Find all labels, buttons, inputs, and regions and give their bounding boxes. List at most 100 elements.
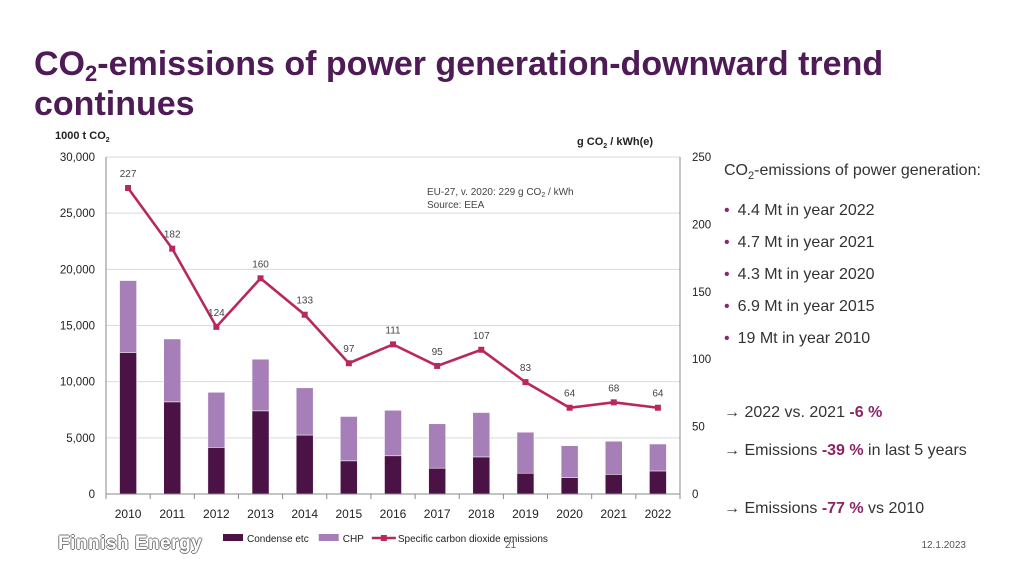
right-tick-label: 100 [692, 354, 711, 366]
right-tick-label: 0 [692, 489, 698, 501]
x-tick-label: 2014 [291, 507, 318, 521]
x-tick-label: 2019 [512, 507, 539, 521]
change-note: → 2022 vs. 2021 -6 % [724, 404, 883, 421]
line-data-label: 160 [252, 259, 269, 270]
bar-chp [472, 412, 491, 458]
legend-marker [380, 535, 387, 541]
line-data-label: 124 [208, 308, 225, 319]
line-marker [610, 399, 617, 406]
right-tick-label: 50 [692, 422, 705, 434]
chart-legend: Condense etc CHP Specific carbon dioxide e… [223, 534, 548, 545]
line-marker [125, 185, 132, 192]
line-marker [301, 311, 308, 318]
bar-condense-etc [295, 434, 314, 495]
bar-condense-etc [516, 472, 535, 495]
x-tick-label: 2016 [380, 507, 407, 521]
change-note: → Emissions -39 % in last 5 years [724, 442, 967, 459]
right-tick-label: 250 [692, 152, 711, 164]
bar-condense-etc [251, 410, 270, 495]
bar-condense-etc [649, 470, 667, 495]
legend-swatch [223, 534, 243, 541]
line-marker [169, 245, 176, 252]
summary-heading: CO2-emissions of power generation: [724, 162, 981, 183]
bullet-icon: • [724, 202, 730, 220]
x-tick-label: 2012 [203, 507, 230, 521]
line-marker [434, 362, 441, 369]
right-tick-label: 200 [692, 219, 711, 231]
summary-item: • 4.7 Mt in year 2021 [724, 234, 875, 252]
bar-chp [428, 423, 446, 469]
x-tick-label: 2015 [335, 507, 362, 521]
line-data-label: 111 [385, 325, 401, 336]
line-data-label: 95 [432, 347, 444, 358]
left-tick-label: 0 [89, 489, 95, 501]
bar-condense-etc [560, 477, 579, 495]
summary-item: • 4.3 Mt in year 2020 [724, 266, 875, 284]
bar-condense-etc [605, 474, 623, 495]
x-tick-label: 2010 [115, 507, 142, 521]
line-marker [213, 323, 220, 330]
line-marker [478, 346, 485, 353]
summary-item: • 6.9 Mt in year 2015 [724, 298, 875, 316]
line-marker [345, 360, 352, 367]
bar-chp [560, 445, 579, 478]
bar-chp [384, 410, 402, 457]
left-tick-label: 15,000 [60, 321, 95, 333]
bar-condense-etc [384, 455, 402, 495]
arrow-right-icon: → [724, 442, 740, 459]
page-title: CO2-emissions of power generation-downwa… [34, 45, 884, 123]
line-data-label: 64 [652, 389, 664, 400]
line-data-label: 133 [296, 296, 313, 307]
summary-item: • 4.4 Mt in year 2022 [724, 202, 875, 220]
x-tick-label: 2020 [556, 507, 583, 521]
bullet-icon: • [724, 266, 730, 284]
left-tick-label: 5,000 [66, 433, 95, 445]
line-data-label: 107 [473, 331, 490, 342]
x-tick-label: 2022 [645, 507, 672, 521]
x-tick-label: 2018 [468, 507, 495, 521]
bullet-icon: • [724, 234, 730, 252]
line-marker [654, 404, 661, 411]
x-tick-label: 2011 [159, 507, 185, 521]
legend-label: CHP [343, 534, 364, 545]
bar-condense-etc [428, 467, 446, 495]
bar-chp [207, 392, 226, 448]
legend-swatch [318, 534, 339, 541]
summary-item: • 19 Mt in year 2010 [724, 330, 871, 348]
left-tick-label: 10,000 [60, 377, 95, 389]
bar-condense-etc [472, 456, 491, 495]
bar-condense-etc [340, 460, 358, 495]
line-data-label: 68 [608, 383, 620, 394]
summary-list: • 4.4 Mt in year 2022 • 4.7 Mt in year 202… [724, 195, 1014, 355]
left-tick-label: 20,000 [60, 264, 95, 276]
line-data-label: 227 [120, 169, 137, 180]
change-note: → Emissions -77 % vs 2010 [724, 500, 925, 517]
bar-condense-etc [207, 447, 226, 495]
line-data-label: 64 [564, 389, 576, 400]
legend-label: Condense etc [247, 534, 309, 545]
line-marker [566, 404, 573, 411]
bar-chp [119, 280, 137, 353]
page-number: 21 [505, 540, 517, 551]
bar-chp [295, 387, 314, 436]
bullet-icon: • [724, 298, 730, 316]
bar-condense-etc [163, 401, 181, 495]
right-tick-label: 150 [692, 287, 711, 299]
emissions-line [127, 187, 659, 410]
eea-annotation: EU-27, v. 2020: 229 g CO2 / kWh [427, 187, 574, 199]
x-tick-label: 2013 [247, 507, 274, 521]
right-axis-label: g CO2 / kWh(e) [577, 136, 653, 150]
line-marker [522, 379, 529, 386]
line-data-label: 83 [520, 363, 532, 374]
left-axis-label: 1000 t CO2 [55, 130, 110, 144]
line-data-label: 182 [164, 230, 181, 241]
bar-chp [340, 416, 358, 462]
bar-chp [649, 443, 667, 472]
legend-label: Specific carbon dioxide emissions [398, 534, 548, 545]
arrow-right-icon: → [724, 500, 740, 517]
arrow-right-icon: → [724, 404, 740, 421]
bar-chp [516, 431, 535, 474]
bar-chp [251, 358, 270, 412]
source-annotation: Source: EEA [427, 200, 485, 211]
